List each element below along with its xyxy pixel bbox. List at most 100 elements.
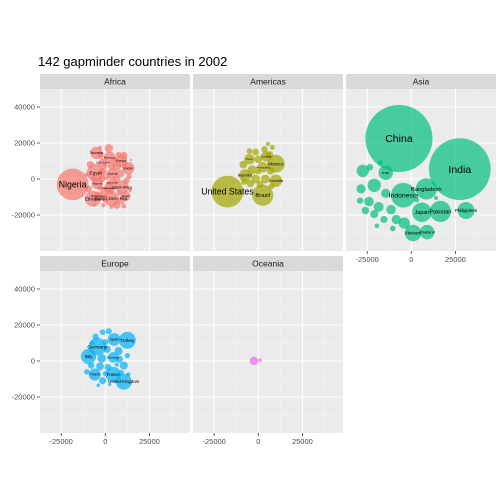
- country-bubble: [356, 197, 364, 204]
- country-label: Brazil: [255, 193, 270, 199]
- country-bubble: [380, 215, 388, 224]
- country-bubble: [251, 174, 261, 184]
- country-label: Canada: [261, 155, 272, 159]
- y-tick-label: -20000: [12, 211, 35, 220]
- country-bubble: [108, 187, 115, 194]
- country-bubble: [367, 178, 381, 193]
- facet-strip-label: Africa: [104, 77, 126, 87]
- country-bubble: [366, 163, 374, 171]
- country-label: Cameroon: [107, 181, 119, 184]
- country-bubble: [107, 333, 121, 346]
- country-bubble: [127, 187, 133, 192]
- country-label: Cote d'Ivoire: [96, 162, 110, 165]
- x-tick-label: 25000: [292, 437, 313, 446]
- country-bubble: [115, 355, 123, 363]
- country-label: Colombia: [269, 179, 283, 183]
- country-bubble: [115, 151, 122, 158]
- country-bubble: [398, 217, 410, 229]
- country-bubble: [102, 371, 108, 377]
- country-bubble: [412, 202, 432, 223]
- country-bubble: [92, 333, 99, 340]
- panel-background: [193, 271, 343, 433]
- country-label: Thailand: [420, 229, 435, 234]
- country-label: Philippines: [455, 208, 478, 213]
- country-bubble: [246, 179, 255, 188]
- country-bubble: [84, 172, 89, 177]
- y-tick-label: 40000: [14, 285, 35, 294]
- facet-strip-label: Asia: [413, 77, 430, 87]
- country-bubble: [103, 345, 111, 354]
- country-bubble: [241, 178, 248, 185]
- country-bubble: [113, 175, 121, 183]
- country-bubble: [113, 201, 121, 209]
- facet-asia: Asia China India Indonesia Pakistan Banglades…: [346, 74, 496, 264]
- country-bubble: [119, 361, 128, 370]
- country-bubble: [268, 183, 275, 190]
- country-label: Pakistan: [429, 209, 451, 215]
- country-label: Sudan: [123, 166, 133, 170]
- country-label: United Kingdom: [108, 379, 139, 384]
- country-label: Nigeria: [59, 179, 87, 189]
- facet-europe: Europe Germany Turkey United Kingdom France I…: [12, 256, 190, 446]
- country-bubble: [108, 382, 112, 386]
- country-bubble: [415, 178, 437, 200]
- country-label: Morocco: [104, 155, 116, 159]
- country-bubble: [249, 356, 259, 366]
- country-bubble: [103, 164, 108, 169]
- country-label: France: [107, 372, 121, 377]
- country-bubble: [238, 169, 252, 182]
- facet-americas: Americas United States Brazil Mexico Colombi…: [193, 74, 343, 251]
- country-bubble: [266, 151, 274, 159]
- country-bubble: [97, 152, 104, 159]
- country-bubble: [112, 157, 118, 163]
- country-bubble: [88, 368, 101, 381]
- country-bubble: [99, 377, 107, 385]
- country-bubble: [96, 383, 100, 388]
- points-asia: China India Indonesia Pakistan Bangladesh Jap…: [356, 104, 491, 242]
- country-bubble: [123, 177, 130, 184]
- country-bubble: [129, 158, 133, 162]
- country-bubble: [419, 224, 435, 240]
- country-label: Ghana: [122, 194, 131, 198]
- country-bubble: [121, 203, 127, 209]
- facet-strip: [40, 256, 190, 271]
- y-tick-label: 20000: [14, 139, 35, 148]
- country-bubble: [244, 153, 255, 165]
- country-label: Japan: [415, 210, 430, 216]
- country-bubble: [265, 141, 271, 147]
- country-label: Mozambique: [91, 194, 106, 198]
- country-label: United States: [201, 187, 254, 197]
- country-bubble: [247, 165, 257, 175]
- country-bubble: [239, 160, 248, 169]
- points-americas: United States Brazil Mexico Colombia Argenti…: [201, 141, 285, 208]
- x-tick-label: -25000: [49, 437, 72, 446]
- country-bubble: [86, 161, 94, 169]
- country-label: Turkey: [120, 338, 135, 343]
- country-bubble: [102, 339, 109, 346]
- country-bubble: [381, 188, 391, 198]
- country-bubble: [104, 144, 114, 153]
- country-bubble: [104, 363, 112, 371]
- points-oceania: [249, 356, 262, 366]
- y-tick-label: 40000: [14, 103, 35, 112]
- country-label: Iran: [382, 170, 389, 175]
- country-bubble: [373, 201, 384, 212]
- country-label: Argentina: [238, 174, 253, 178]
- country-bubble: [97, 185, 103, 191]
- country-bubble: [109, 204, 114, 209]
- country-bubble: [266, 167, 275, 175]
- country-label: India: [448, 164, 471, 176]
- country-bubble: [101, 202, 106, 208]
- y-tick-label: 0: [31, 357, 35, 366]
- facet-strip: [193, 74, 343, 89]
- country-bubble: [99, 329, 106, 336]
- country-bubble: [105, 182, 109, 185]
- country-bubble: [97, 353, 107, 363]
- country-bubble: [428, 138, 491, 200]
- facet-strip-label: Oceania: [252, 259, 284, 269]
- country-bubble: [98, 175, 106, 183]
- country-label: Uganda: [107, 172, 118, 176]
- country-bubble: [246, 148, 253, 154]
